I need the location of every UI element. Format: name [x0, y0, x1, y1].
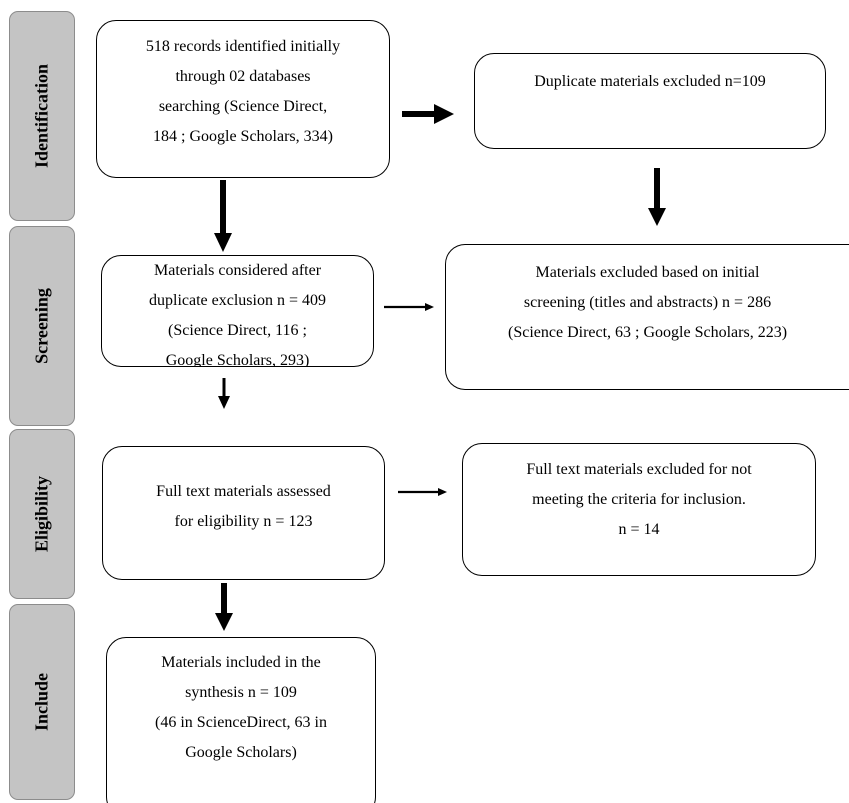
- text-line: Materials included in the: [161, 654, 321, 671]
- box-duplicates-excluded-text: Duplicate materials excluded n=109: [475, 67, 825, 97]
- text-line: Google Scholars, 293): [165, 352, 310, 367]
- stage-screening: Screening: [9, 226, 75, 426]
- text-line: Materials excluded based on initial: [535, 264, 760, 281]
- text-line: for eligibility n = 123: [174, 513, 313, 530]
- text-line: searching (Science Direct,: [158, 98, 328, 115]
- text-line: through 02 databases: [175, 68, 311, 85]
- stage-include: Include: [9, 604, 75, 800]
- text-line: Materials considered after: [153, 262, 322, 279]
- box-excluded-screening-text: Materials excluded based on initial scre…: [446, 258, 849, 348]
- box-records-identified-text: 518 records identified initially through…: [97, 32, 389, 152]
- box-materials-considered-text: Materials considered after duplicate exc…: [102, 256, 373, 367]
- arrow-records-to-duplicates: [402, 104, 454, 124]
- text-line: (Science Direct, 63 ; Google Scholars, 2…: [507, 324, 788, 341]
- arrow-duplicates-to-excluded: [648, 168, 666, 226]
- text-line: Full text materials excluded for not: [526, 461, 752, 478]
- stage-identification: Identification: [9, 11, 75, 221]
- box-duplicates-excluded: Duplicate materials excluded n=109: [474, 53, 826, 149]
- arrow-considered-to-excluded: [384, 303, 434, 311]
- text-line: (Science Direct, 116 ;: [168, 322, 307, 339]
- box-full-text-excluded: Full text materials excluded for not mee…: [462, 443, 816, 576]
- text-line: meeting the criteria for inclusion.: [532, 491, 746, 508]
- text-line: n = 14: [618, 521, 660, 538]
- text-line: Google Scholars): [185, 744, 297, 761]
- arrow-assessed-to-included: [215, 583, 233, 631]
- stage-eligibility: Eligibility: [9, 429, 75, 599]
- box-excluded-screening: Materials excluded based on initial scre…: [445, 244, 849, 390]
- text-line: 518 records identified initially: [145, 38, 341, 55]
- text-line: 184 ; Google Scholars, 334): [153, 128, 333, 145]
- box-full-text-assessed-text: Full text materials assessed for eligibi…: [103, 477, 384, 537]
- box-materials-included: Materials included in the synthesis n = …: [106, 637, 376, 803]
- arrow-assessed-to-excluded: [398, 488, 447, 496]
- text-line: (46 in ScienceDirect, 63 in: [155, 714, 327, 731]
- box-full-text-excluded-text: Full text materials excluded for not mee…: [463, 455, 815, 545]
- text-line: Full text materials assessed: [156, 483, 331, 500]
- box-full-text-assessed: Full text materials assessed for eligibi…: [102, 446, 385, 580]
- box-materials-included-text: Materials included in the synthesis n = …: [107, 648, 375, 768]
- text-line: Duplicate materials excluded n=109: [534, 73, 766, 90]
- box-materials-considered: Materials considered after duplicate exc…: [101, 255, 374, 367]
- arrow-considered-to-assessed: [218, 378, 230, 409]
- text-line: synthesis n = 109: [185, 684, 297, 701]
- arrow-records-to-considered: [214, 180, 232, 252]
- text-line: screening (titles and abstracts) n = 286: [523, 294, 772, 311]
- text-line: duplicate exclusion n = 409: [149, 292, 326, 309]
- box-records-identified: 518 records identified initially through…: [96, 20, 390, 178]
